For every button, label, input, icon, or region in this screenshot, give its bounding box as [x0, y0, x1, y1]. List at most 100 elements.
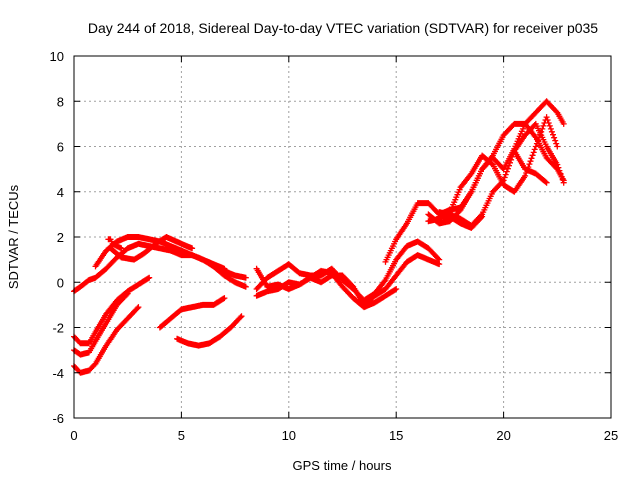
- data-point: [116, 240, 118, 243]
- data-point: [126, 317, 129, 320]
- data-point: [208, 342, 211, 345]
- data-point: [492, 190, 494, 193]
- data-point: [562, 181, 565, 184]
- data-point: [255, 295, 258, 297]
- data-point: [502, 134, 505, 136]
- data-point: [438, 215, 440, 218]
- data-point: [159, 326, 161, 329]
- data-point: [277, 288, 279, 290]
- data-point: [223, 297, 226, 299]
- series-arc-09: [174, 313, 245, 349]
- y-tick-label: 0: [57, 275, 64, 290]
- data-point: [191, 306, 193, 308]
- data-point: [470, 190, 473, 193]
- data-point: [373, 301, 376, 304]
- data-point: [535, 172, 537, 175]
- data-point: [320, 270, 322, 272]
- data-point: [513, 190, 516, 193]
- series-arc-19: [511, 148, 550, 186]
- data-point: [288, 288, 290, 290]
- data-point: [502, 179, 505, 182]
- data-point: [535, 111, 537, 114]
- data-point: [219, 335, 221, 338]
- data-point: [169, 249, 172, 252]
- series-layer: [71, 98, 567, 376]
- data-point: [513, 150, 516, 152]
- y-axis-label: SDTVAR / TECUs: [6, 184, 21, 289]
- series-arc-13: [253, 252, 443, 308]
- data-point: [341, 285, 344, 288]
- data-point: [105, 322, 108, 324]
- y-tick-label: 4: [57, 185, 64, 200]
- data-point: [513, 123, 516, 125]
- data-point: [88, 279, 90, 281]
- data-point: [363, 304, 365, 306]
- data-point: [137, 283, 140, 286]
- data-point: [298, 272, 301, 275]
- data-point: [148, 276, 150, 279]
- data-point: [535, 123, 537, 125]
- data-point: [406, 222, 408, 225]
- data-point: [524, 168, 526, 170]
- data-point: [395, 258, 398, 261]
- data-point: [88, 351, 90, 354]
- x-tick-label: 5: [178, 428, 185, 443]
- data-point: [159, 247, 161, 250]
- y-tick-label: 8: [57, 94, 64, 109]
- data-point: [107, 238, 110, 241]
- data-point: [384, 261, 387, 263]
- data-point: [202, 304, 204, 306]
- grid-lines: [74, 56, 611, 418]
- series-arc-18: [436, 213, 486, 231]
- data-point: [524, 123, 526, 125]
- data-point: [94, 362, 97, 365]
- data-point: [492, 157, 494, 159]
- data-point: [120, 256, 123, 259]
- data-point: [556, 163, 559, 166]
- data-point: [384, 279, 387, 281]
- data-point: [352, 285, 355, 288]
- series-markers: [156, 295, 228, 331]
- data-point: [556, 145, 559, 148]
- data-point: [459, 222, 462, 225]
- data-point: [545, 100, 548, 103]
- data-point: [406, 245, 408, 247]
- data-point: [562, 123, 565, 125]
- data-point: [79, 371, 82, 374]
- data-point: [320, 281, 322, 284]
- data-point: [223, 274, 226, 277]
- data-point: [212, 265, 215, 268]
- data-point: [298, 283, 301, 286]
- data-point: [320, 274, 322, 277]
- data-point: [535, 145, 537, 148]
- data-point: [148, 238, 150, 241]
- data-point: [133, 258, 135, 261]
- data-point: [94, 331, 97, 333]
- y-tick-label: -2: [52, 321, 64, 336]
- data-point: [266, 285, 269, 288]
- data-point: [94, 276, 97, 279]
- data-point: [245, 285, 247, 288]
- data-point: [416, 202, 419, 204]
- series-arc-08: [156, 295, 228, 331]
- data-point: [481, 154, 483, 157]
- data-point: [427, 247, 430, 250]
- x-tick-label: 10: [282, 428, 296, 443]
- data-point: [154, 242, 157, 245]
- data-point: [88, 369, 90, 372]
- data-point: [416, 240, 419, 243]
- data-point: [524, 134, 526, 136]
- data-point: [126, 236, 129, 238]
- data-point: [180, 242, 183, 245]
- data-point: [556, 111, 559, 114]
- data-point: [309, 276, 312, 279]
- data-point: [395, 274, 398, 277]
- data-point: [492, 163, 494, 166]
- x-tick-label: 20: [496, 428, 510, 443]
- data-point: [223, 267, 226, 270]
- data-point: [330, 267, 333, 270]
- data-point: [395, 288, 398, 290]
- data-point: [212, 304, 215, 306]
- data-point: [266, 276, 269, 279]
